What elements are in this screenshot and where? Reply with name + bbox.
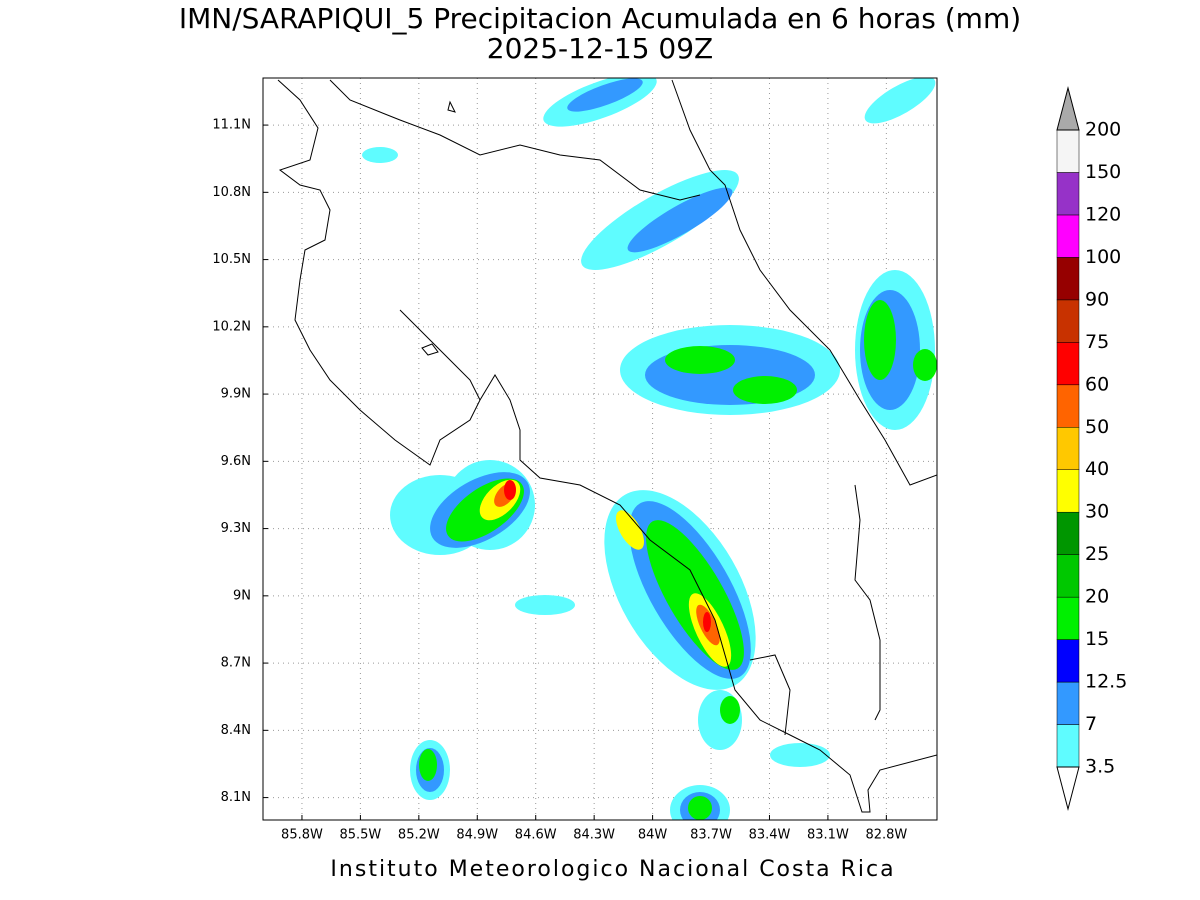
colorbar-label: 15 <box>1085 628 1109 650</box>
x-tick-label: 84W <box>638 828 668 843</box>
x-tick-label: 83.1W <box>807 828 849 843</box>
colorbar-label: 120 <box>1085 203 1121 225</box>
y-tick-label: 9.3N <box>221 521 251 536</box>
colorbar-box <box>1056 554 1080 598</box>
colorbar-label: 90 <box>1085 288 1109 310</box>
colorbar-under <box>1056 766 1080 811</box>
x-tick-label: 84.6W <box>515 828 557 843</box>
precip-field <box>362 78 937 820</box>
colorbar-box <box>1056 596 1080 640</box>
y-tick-label: 9.9N <box>221 387 251 402</box>
colorbar-box <box>1056 469 1080 513</box>
colorbar: 3.5 7 12.5 15 20 25 30 40 50 60 75 90 100 120 150 200 <box>1056 86 1127 811</box>
colorbar-label: 40 <box>1085 458 1109 480</box>
colorbar-box <box>1056 129 1080 173</box>
y-tick-label: 8.4N <box>221 723 251 738</box>
colorbar-box <box>1056 639 1080 683</box>
x-tick-label: 83.4W <box>749 828 791 843</box>
x-tick-label: 85.8W <box>281 828 323 843</box>
y-tick-label: 9.6N <box>221 454 251 469</box>
colorbar-box <box>1056 257 1080 301</box>
map-frame <box>262 77 938 821</box>
x-tick-label: 82.8W <box>865 828 907 843</box>
colorbar-label: 150 <box>1085 161 1121 183</box>
colorbar-label: 7 <box>1085 713 1097 735</box>
colorbar-box <box>1056 299 1080 343</box>
grid <box>263 78 937 820</box>
y-tick-label: 10.2N <box>212 319 251 334</box>
colorbar-over <box>1056 86 1080 131</box>
colorbar-box <box>1056 172 1080 216</box>
colorbar-label: 200 <box>1085 119 1121 141</box>
y-tick-label: 10.5N <box>212 252 251 267</box>
colorbar-label: 100 <box>1085 246 1121 268</box>
y-tick-label: 10.8N <box>212 185 251 200</box>
colorbar-label: 12.5 <box>1085 671 1127 693</box>
colorbar-label: 75 <box>1085 331 1109 353</box>
x-tick-label: 84.9W <box>456 828 498 843</box>
colorbar-label: 3.5 <box>1085 756 1115 778</box>
title: IMN/SARAPIQUI_5 Precipitacion Acumulada … <box>179 2 1021 35</box>
colorbar-label: 60 <box>1085 373 1109 395</box>
y-tick-label: 9N <box>233 588 251 603</box>
y-tick-label: 11.1N <box>212 118 251 133</box>
colorbar-label: 50 <box>1085 416 1109 438</box>
colorbar-box <box>1056 681 1080 725</box>
colorbar-label: 25 <box>1085 543 1109 565</box>
footer: Instituto Meteorologico Nacional Costa R… <box>330 857 895 882</box>
coastlines <box>277 79 937 813</box>
colorbar-box <box>1056 342 1080 386</box>
x-tick-label: 85.5W <box>339 828 381 843</box>
y-tick-label: 8.1N <box>221 790 251 805</box>
x-tick-label: 84.3W <box>573 828 615 843</box>
colorbar-box <box>1056 427 1080 470</box>
y-tick-label: 8.7N <box>221 656 251 671</box>
colorbar-box <box>1056 511 1080 555</box>
colorbar-box <box>1056 214 1080 258</box>
x-tick-label: 83.7W <box>690 828 732 843</box>
colorbar-label: 20 <box>1085 586 1109 608</box>
subtitle: 2025-12-15 09Z <box>487 32 713 65</box>
x-tick-label: 85.2W <box>398 828 440 843</box>
colorbar-box <box>1056 384 1080 428</box>
colorbar-label: 30 <box>1085 501 1109 523</box>
colorbar-box <box>1056 724 1080 768</box>
